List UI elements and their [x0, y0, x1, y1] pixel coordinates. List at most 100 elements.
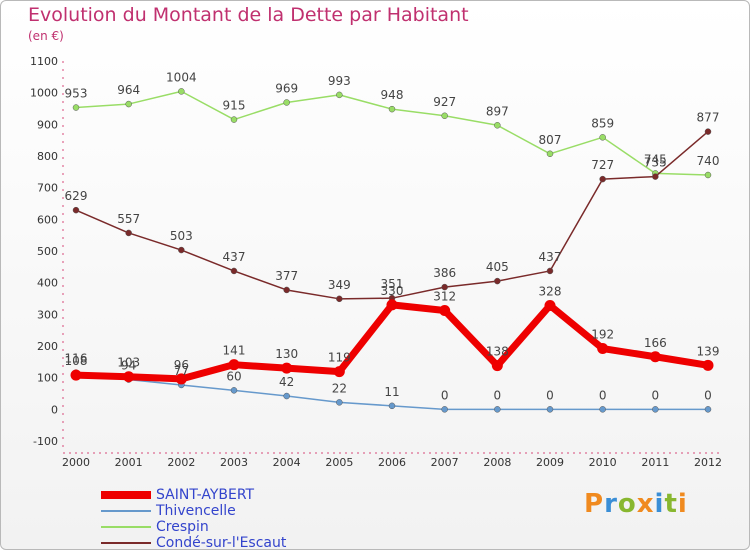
logo-letter: o	[617, 489, 637, 519]
data-point	[125, 229, 132, 237]
data-point	[230, 387, 238, 394]
data-point	[704, 406, 712, 413]
data-point	[597, 343, 609, 355]
data-point	[336, 295, 343, 303]
data-point	[230, 267, 238, 275]
y-tick-label: 100	[37, 372, 58, 385]
data-label: 503	[170, 229, 193, 243]
data-label: 192	[591, 328, 614, 342]
data-point	[546, 267, 554, 275]
logo-letter: i	[654, 489, 665, 519]
data-point	[599, 175, 606, 183]
y-tick-label: 1100	[30, 55, 58, 68]
data-label: 927	[433, 95, 456, 109]
x-tick-label: 2008	[483, 456, 511, 469]
data-point	[491, 360, 503, 372]
logo-letter: x	[636, 489, 655, 519]
data-point	[546, 150, 554, 158]
x-tick-label: 2006	[378, 456, 406, 469]
data-label: 108	[65, 354, 88, 368]
x-tick-label: 2004	[273, 456, 301, 469]
y-tick-label: 800	[37, 150, 58, 163]
data-label: 330	[381, 284, 404, 298]
y-tick-label: 0	[51, 403, 58, 416]
legend-item: Thivencelle	[101, 503, 361, 519]
data-point	[544, 299, 556, 311]
data-label: 119	[328, 351, 351, 365]
series-line	[75, 131, 709, 300]
logo-letter: P	[584, 489, 605, 519]
data-label: 437	[223, 250, 246, 264]
legend-item: SAINT-AYBERT	[101, 487, 361, 503]
data-label: 349	[328, 278, 351, 292]
data-point	[175, 373, 187, 385]
data-label: 328	[539, 284, 562, 298]
data-label: 964	[117, 83, 140, 97]
data-label: 859	[591, 116, 614, 130]
y-tick-label: 600	[37, 213, 58, 226]
logo-letter: i	[677, 489, 688, 519]
x-tick-label: 2000	[62, 456, 90, 469]
data-label: 60	[226, 369, 241, 383]
data-label: 437	[539, 250, 562, 264]
data-point	[386, 299, 398, 311]
data-label: 807	[539, 133, 562, 147]
data-label: 745	[644, 152, 667, 166]
data-label: 0	[599, 388, 607, 402]
data-point	[599, 406, 606, 413]
y-tick-label: 500	[37, 245, 58, 258]
x-tick-label: 2007	[431, 456, 459, 469]
data-point	[704, 128, 712, 135]
y-tick-label: 900	[37, 118, 58, 131]
data-label: 629	[65, 189, 88, 203]
data-label: 386	[433, 266, 456, 280]
data-label: 953	[65, 87, 88, 101]
data-point	[439, 305, 451, 317]
legend-item: Crespin	[101, 519, 361, 535]
data-point	[283, 286, 290, 294]
data-point	[388, 105, 396, 113]
y-tick-label: 300	[37, 308, 58, 321]
x-tick-label: 2012	[694, 456, 722, 469]
data-label: 1004	[166, 70, 197, 84]
data-label: 22	[332, 381, 347, 395]
data-label: 735	[644, 156, 667, 170]
data-point	[283, 99, 290, 106]
data-point	[72, 104, 80, 111]
data-label: 77	[174, 364, 189, 378]
proxiti-logo: Proxiti	[584, 489, 688, 519]
unit-label: (en €)	[28, 29, 64, 43]
data-label: 0	[546, 388, 554, 402]
x-tick-label: 2001	[115, 456, 143, 469]
data-label: 351	[381, 277, 404, 291]
data-label: 103	[117, 356, 140, 370]
data-point	[494, 122, 501, 129]
legend-label: Thivencelle	[156, 503, 236, 519]
data-label: 139	[697, 344, 720, 358]
data-point	[178, 246, 185, 254]
y-tick-label: 700	[37, 182, 58, 195]
logo-letter: r	[604, 489, 618, 519]
legend-swatch	[101, 526, 151, 528]
data-label: 727	[591, 158, 614, 172]
legend-label: Condé-sur-l'Escaut	[156, 535, 287, 550]
x-tick-label: 2002	[167, 456, 195, 469]
data-label: 42	[279, 375, 294, 389]
data-label: 969	[275, 81, 298, 95]
data-point	[599, 134, 606, 141]
data-label: 0	[494, 388, 502, 402]
legend-swatch	[101, 491, 151, 499]
data-point	[652, 406, 659, 413]
data-label: 11	[384, 385, 399, 399]
data-point	[704, 171, 712, 179]
data-label: 740	[697, 154, 720, 168]
data-label: 166	[644, 336, 667, 350]
data-point	[388, 402, 396, 410]
data-label: 877	[697, 111, 720, 125]
logo-letter: t	[664, 489, 678, 519]
data-label: 116	[65, 352, 88, 366]
y-tick-label: 1000	[30, 87, 58, 100]
data-point	[702, 359, 714, 371]
data-point	[123, 371, 135, 383]
